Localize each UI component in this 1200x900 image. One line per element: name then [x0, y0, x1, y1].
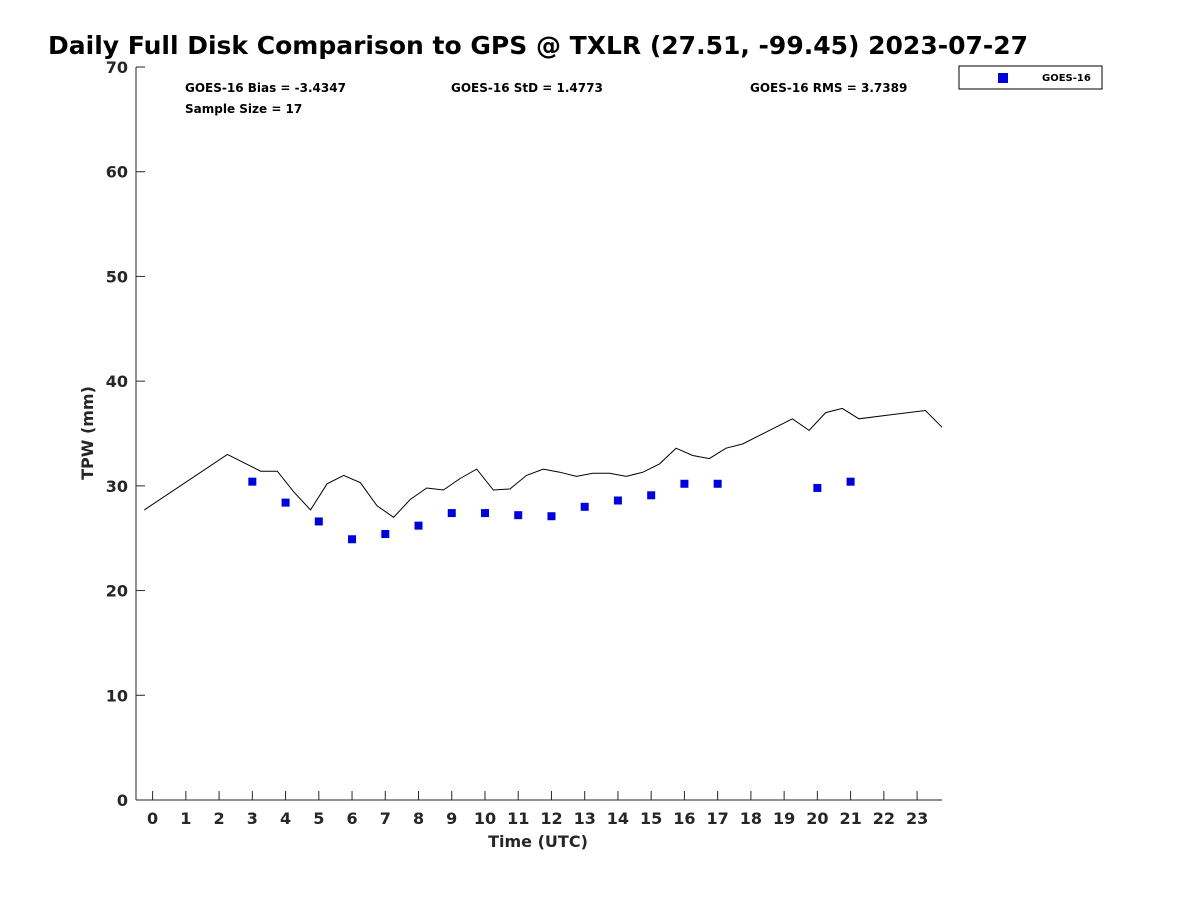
y-tick-label-60: 60: [106, 163, 128, 182]
x-tick-label-17: 17: [707, 809, 729, 828]
x-tick-label-10: 10: [474, 809, 496, 828]
legend-label-goes16: GOES-16: [1042, 73, 1091, 84]
goes16-point-3: [248, 477, 257, 486]
x-tick-label-16: 16: [673, 809, 695, 828]
y-tick-label-50: 50: [106, 267, 128, 286]
x-tick-label-18: 18: [740, 809, 762, 828]
x-tick-label-7: 7: [380, 809, 391, 828]
x-tick-label-13: 13: [574, 809, 596, 828]
x-tick-label-21: 21: [839, 809, 861, 828]
x-axis-label: Time (UTC): [488, 832, 588, 851]
goes16-point-17: [713, 479, 722, 488]
y-tick-label-0: 0: [117, 791, 128, 810]
legend-box: [958, 65, 1103, 90]
x-tick-label-1: 1: [180, 809, 191, 828]
std-stat: GOES-16 StD = 1.4773: [451, 81, 603, 95]
x-tick-label-9: 9: [446, 809, 457, 828]
y-tick-label-70: 70: [106, 58, 128, 77]
y-axis-label: TPW (mm): [78, 386, 97, 480]
chart-title: Daily Full Disk Comparison to GPS @ TXLR…: [48, 31, 1028, 60]
rms-stat: GOES-16 RMS = 3.7389: [750, 81, 907, 95]
y-tick-label-30: 30: [106, 477, 128, 496]
bias-stat: GOES-16 Bias = -3.4347: [185, 81, 346, 95]
x-tick-label-8: 8: [413, 809, 424, 828]
sample-size-stat: Sample Size = 17: [185, 102, 302, 116]
goes16-point-12: [547, 512, 556, 521]
x-tick-label-12: 12: [540, 809, 562, 828]
x-axis: 0 1 2 3 4 5 6 7 8 9 10 11 12 13 14 15 16 17 18 19 20 21 22 23: [147, 791, 928, 828]
x-tick-label-22: 22: [873, 809, 895, 828]
goes16-point-4: [281, 498, 290, 507]
goes16-point-7: [381, 530, 390, 539]
x-tick-label-3: 3: [247, 809, 258, 828]
x-tick-label-5: 5: [313, 809, 324, 828]
goes16-point-15: [647, 491, 656, 500]
y-tick-label-20: 20: [106, 582, 128, 601]
x-tick-label-11: 11: [507, 809, 529, 828]
y-axis: 0 10 20 30 40 50 60 70: [106, 58, 145, 810]
goes16-point-8: [414, 521, 423, 530]
x-tick-label-19: 19: [773, 809, 795, 828]
y-tick-label-10: 10: [106, 686, 128, 705]
gps-tpw-line: [144, 407, 943, 518]
goes16-point-10: [480, 509, 489, 518]
goes16-point-21: [846, 477, 855, 486]
goes16-point-6: [348, 535, 357, 544]
legend: GOES-16: [958, 65, 1103, 90]
goes16-point-9: [447, 509, 456, 518]
goes16-point-20: [813, 483, 822, 492]
x-tick-label-6: 6: [346, 809, 357, 828]
x-tick-label-20: 20: [806, 809, 828, 828]
x-tick-label-2: 2: [214, 809, 225, 828]
x-tick-label-4: 4: [280, 809, 291, 828]
plot-axes: [135, 67, 942, 801]
goes16-point-5: [314, 517, 323, 526]
goes16-point-13: [580, 502, 589, 511]
x-tick-label-15: 15: [640, 809, 662, 828]
legend-marker-goes16: [998, 73, 1008, 83]
x-tick-label-14: 14: [607, 809, 629, 828]
x-tick-label-0: 0: [147, 809, 158, 828]
y-tick-label-40: 40: [106, 372, 128, 391]
goes16-point-14: [613, 496, 622, 505]
series-layer: [144, 407, 943, 544]
goes16-point-16: [680, 479, 689, 488]
goes16-point-11: [514, 511, 523, 520]
x-tick-label-23: 23: [906, 809, 928, 828]
